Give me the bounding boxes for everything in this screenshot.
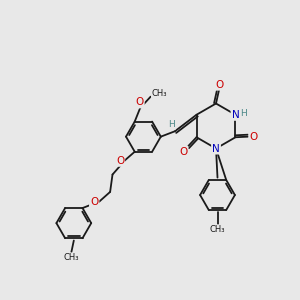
Text: O: O xyxy=(135,98,144,107)
Text: O: O xyxy=(249,132,258,142)
Text: N: N xyxy=(212,143,220,154)
Text: O: O xyxy=(179,147,188,157)
Text: CH₃: CH₃ xyxy=(64,254,79,262)
Text: O: O xyxy=(116,156,124,166)
Text: N: N xyxy=(232,110,239,120)
Text: CH₃: CH₃ xyxy=(210,225,225,234)
Text: CH₃: CH₃ xyxy=(152,88,167,98)
Text: H: H xyxy=(241,109,247,118)
Text: O: O xyxy=(215,80,224,90)
Text: O: O xyxy=(90,197,98,207)
Text: H: H xyxy=(168,120,175,129)
